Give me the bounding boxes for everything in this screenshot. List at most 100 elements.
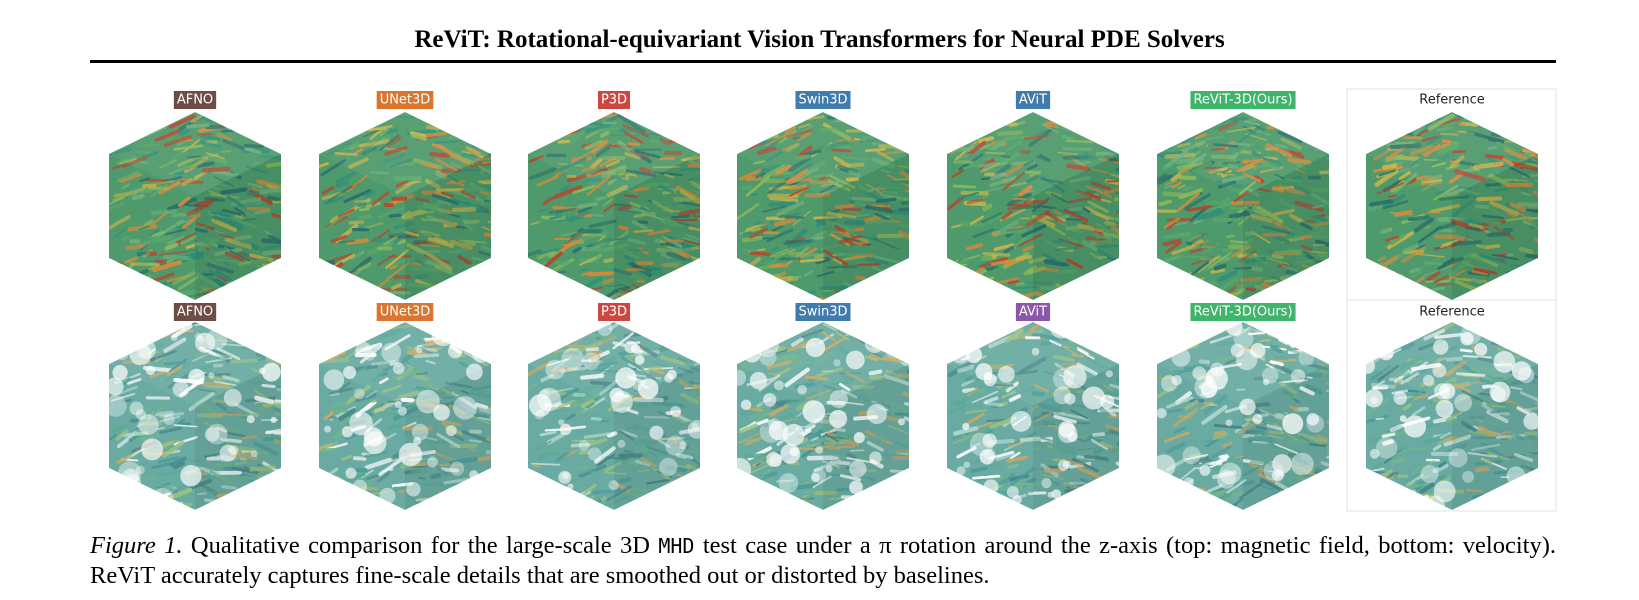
flow-streak	[528, 167, 557, 181]
flow-streak	[555, 398, 578, 410]
flow-streak	[903, 416, 909, 428]
wispy-edge	[1489, 381, 1511, 403]
flow-streak	[1281, 366, 1308, 381]
flow-streak	[1002, 260, 1019, 269]
flow-streak	[1294, 200, 1324, 212]
flow-streak	[634, 149, 661, 159]
flow-streak	[216, 275, 228, 283]
flow-streak	[858, 240, 871, 245]
flow-streak	[788, 155, 812, 173]
flow-streak	[1163, 217, 1180, 229]
flow-streak	[319, 335, 340, 350]
flow-streak	[777, 325, 798, 331]
wispy-edge	[1403, 415, 1427, 438]
flow-streak	[195, 272, 219, 288]
flow-streak	[595, 366, 611, 372]
flow-streak	[786, 142, 800, 152]
wispy-edge	[866, 403, 887, 425]
flow-streak	[823, 249, 849, 267]
wispy-edge	[1288, 498, 1308, 510]
flow-streak	[421, 162, 439, 169]
flow-streak	[243, 146, 262, 155]
flow-streak	[216, 339, 234, 343]
flow-streak	[185, 123, 210, 129]
flow-streak	[480, 290, 491, 300]
flow-streak	[1301, 372, 1323, 378]
flow-streak	[486, 196, 491, 211]
flow-streak	[1223, 502, 1237, 510]
wispy-edge	[609, 387, 625, 403]
flow-streak	[682, 200, 700, 208]
flow-streak	[587, 350, 603, 357]
flow-streak	[595, 112, 608, 117]
flow-streak	[627, 262, 652, 272]
flow-streak	[415, 196, 430, 204]
flow-streak	[771, 501, 791, 509]
flow-streak	[223, 426, 238, 433]
flow-streak	[874, 434, 888, 442]
flow-streak	[373, 237, 400, 243]
flow-streak	[687, 177, 700, 181]
flow-streak	[1448, 199, 1474, 220]
flow-streak	[1157, 322, 1179, 330]
flow-streak	[1272, 377, 1283, 384]
flow-streak	[109, 261, 124, 266]
flow-streak	[1455, 372, 1486, 377]
flow-streak	[1450, 218, 1480, 232]
flow-streak	[593, 336, 617, 348]
flow-streak	[1519, 275, 1530, 281]
flow-streak	[364, 190, 376, 198]
flow-streak	[1519, 391, 1538, 403]
flow-streak	[951, 169, 965, 178]
wispy-edge	[138, 414, 159, 435]
flow-streak	[1486, 294, 1502, 300]
flow-streak	[133, 476, 157, 480]
flow-streak	[165, 501, 184, 510]
wispy-edge	[431, 503, 439, 510]
flow-streak	[475, 402, 489, 410]
flow-streak	[351, 287, 373, 295]
flow-streak	[1106, 114, 1118, 121]
flow-streak	[265, 230, 273, 237]
cube-right-shade	[405, 154, 491, 300]
wispy-edge	[433, 404, 450, 421]
flow-streak	[1002, 172, 1025, 191]
flow-streak	[180, 502, 193, 508]
flow-streak	[187, 155, 202, 159]
flow-streak	[578, 450, 591, 455]
flow-streak	[672, 340, 700, 344]
flow-streak	[1048, 479, 1059, 487]
flow-streak	[1273, 185, 1283, 190]
flow-streak	[1485, 494, 1504, 503]
flow-streak	[1504, 434, 1512, 440]
flow-streak	[429, 151, 450, 158]
flow-streak	[757, 343, 768, 350]
flow-streak	[848, 169, 861, 178]
flow-streak	[369, 129, 382, 140]
flow-streak	[1157, 386, 1173, 399]
flow-streak	[884, 369, 901, 379]
flow-streak	[1506, 272, 1515, 278]
flow-streak	[1157, 150, 1184, 158]
flow-streak	[1183, 277, 1205, 286]
wispy-edge	[975, 363, 993, 381]
flow-streak	[1160, 375, 1174, 381]
flow-streak	[669, 272, 697, 281]
flow-streak	[234, 402, 259, 417]
flow-streak	[853, 213, 871, 218]
flow-streak	[254, 291, 276, 300]
flow-streak	[1381, 432, 1396, 438]
flow-streak	[1285, 118, 1317, 127]
wispy-edge	[109, 377, 124, 396]
flow-streak	[1077, 466, 1106, 481]
flow-streak	[1449, 345, 1458, 351]
flow-streak	[1484, 367, 1511, 383]
flow-streak	[588, 219, 617, 229]
flow-streak	[889, 484, 909, 497]
wispy-edge	[341, 426, 354, 438]
flow-streak	[204, 196, 226, 202]
flow-streak	[957, 486, 969, 490]
flow-streak	[335, 327, 345, 334]
flow-streak	[1440, 239, 1458, 249]
flow-streak	[327, 335, 342, 342]
